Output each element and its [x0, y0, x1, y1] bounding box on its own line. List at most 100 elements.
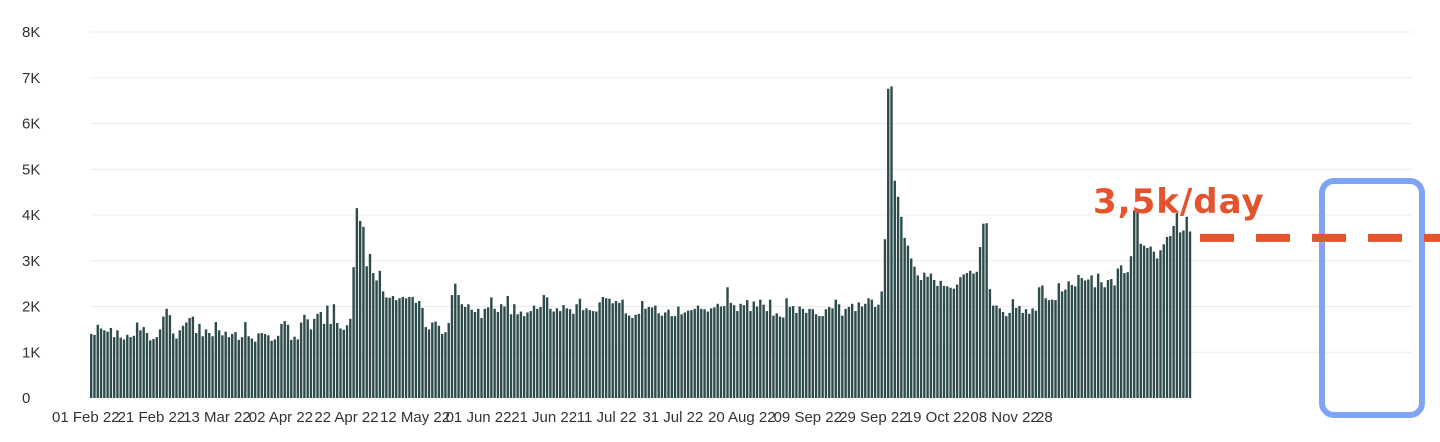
bar [224, 331, 227, 398]
bar [559, 311, 562, 398]
bar [103, 330, 106, 398]
x-tick-label: 20 Aug 22 [708, 409, 776, 426]
bar [791, 306, 795, 398]
bar [545, 297, 549, 398]
bar [457, 295, 460, 398]
bar [739, 303, 742, 398]
bar [677, 306, 680, 398]
bar [893, 180, 896, 398]
bar [188, 317, 191, 398]
bar [1156, 258, 1159, 398]
bar [532, 305, 536, 398]
x-tick-label: 28 [1036, 409, 1053, 426]
bar [129, 337, 132, 398]
bar [713, 307, 716, 398]
bar [834, 299, 837, 398]
bar [299, 322, 303, 398]
bar [493, 308, 496, 398]
bar [231, 333, 234, 398]
bar [588, 310, 591, 398]
bar [1133, 210, 1136, 398]
bar [332, 304, 336, 398]
bar [847, 306, 851, 398]
bar [952, 288, 956, 398]
bar [752, 301, 755, 398]
bar [749, 311, 752, 398]
bar [926, 276, 929, 398]
bar [306, 319, 309, 398]
highlight-box [1319, 178, 1425, 418]
bar [257, 333, 260, 398]
bar [585, 308, 588, 398]
bar [142, 327, 145, 398]
x-tick-label: 12 May 22 [380, 409, 450, 426]
bar [381, 291, 385, 398]
bar [1074, 286, 1077, 398]
bar [480, 317, 483, 398]
bar [391, 295, 395, 398]
bar [1146, 247, 1149, 398]
bar [201, 336, 204, 398]
bar [621, 299, 624, 398]
bar [486, 307, 490, 398]
bar [247, 336, 250, 398]
bar [126, 334, 129, 398]
bar [358, 220, 362, 398]
bar [700, 308, 703, 398]
bar [959, 277, 962, 398]
bar [339, 328, 342, 398]
bar [172, 333, 175, 398]
bar [276, 335, 280, 398]
bar [795, 312, 798, 398]
bar [618, 302, 621, 398]
rate-annotation: 3,5k/day [1093, 182, 1265, 222]
bar [765, 311, 769, 398]
bar [850, 303, 854, 398]
bar [185, 322, 188, 398]
bar [978, 247, 982, 398]
bar [513, 304, 516, 398]
bar [870, 299, 874, 398]
bar [162, 316, 165, 398]
bar [1165, 236, 1169, 398]
bar [473, 311, 477, 398]
bar [211, 336, 214, 398]
bar [470, 309, 473, 398]
bar [706, 311, 710, 398]
bar [785, 298, 788, 398]
bar [578, 298, 582, 398]
bar [149, 340, 152, 398]
bar [168, 315, 172, 398]
bar [831, 308, 834, 398]
bar [313, 318, 316, 398]
bar [1018, 306, 1021, 398]
bar [1034, 310, 1038, 398]
bar [1159, 250, 1162, 398]
bar [509, 314, 513, 398]
y-tick-label: 5K [22, 161, 40, 178]
bar [427, 329, 431, 399]
bar [906, 245, 910, 398]
x-tick-label: 08 Nov 22 [970, 409, 1038, 426]
bar [529, 311, 532, 398]
bar [1126, 272, 1129, 398]
bar [644, 308, 647, 398]
bar [913, 266, 916, 398]
bar [1136, 209, 1139, 398]
bar [404, 298, 408, 398]
bar [716, 303, 719, 398]
bar [667, 309, 670, 398]
bar [1188, 231, 1192, 398]
bar [828, 306, 831, 398]
bar [919, 279, 923, 398]
bar [903, 237, 906, 399]
bar [811, 309, 814, 398]
bar [1129, 256, 1133, 398]
y-tick-label: 3K [22, 253, 40, 270]
bar [1116, 268, 1120, 398]
bar [1021, 312, 1024, 398]
bar [401, 296, 404, 398]
bar [263, 333, 267, 398]
bar [503, 306, 506, 398]
